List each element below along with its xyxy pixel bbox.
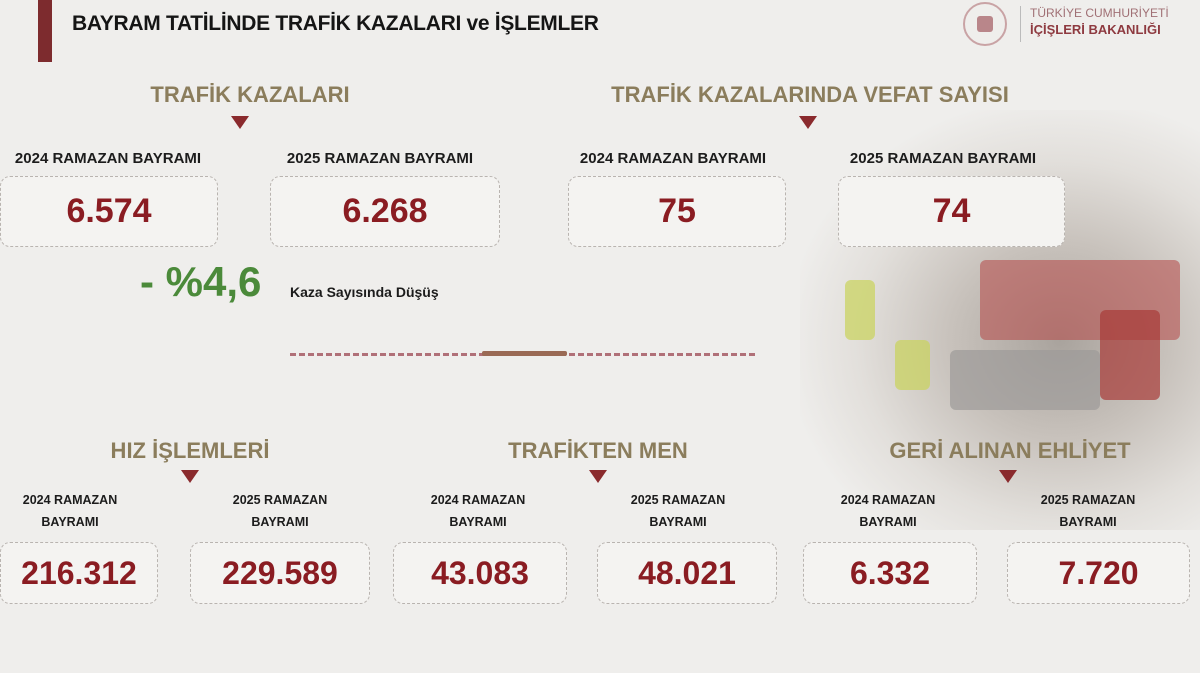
arrow-down-icon bbox=[231, 116, 249, 129]
accidents-label-2024: 2024 RAMAZAN BAYRAMI bbox=[14, 150, 202, 167]
title-accent-bar bbox=[38, 0, 52, 62]
licenses-label-2024: 2024 RAMAZAN BAYRAMI bbox=[840, 493, 936, 529]
org-name-line1: TÜRKİYE CUMHURİYETİ bbox=[1030, 6, 1169, 20]
licenses-label-2025: 2025 RAMAZAN BAYRAMI bbox=[1040, 493, 1136, 529]
page-title: BAYRAM TATİLİNDE TRAFİK KAZALARI ve İŞLE… bbox=[72, 12, 599, 35]
licenses-value-2025: 7.720 bbox=[1007, 542, 1190, 604]
banned-title: TRAFİKTEN MEN bbox=[508, 438, 688, 463]
accident-scene-photo bbox=[800, 110, 1200, 530]
speed-value-2025: 229.589 bbox=[190, 542, 370, 604]
speed-value-2024: 216.312 bbox=[0, 542, 158, 604]
deaths-value-2024: 75 bbox=[568, 176, 786, 247]
speed-title: HIZ İŞLEMLERİ bbox=[110, 438, 270, 463]
accidents-value-2025: 6.268 bbox=[270, 176, 500, 247]
arrow-down-icon bbox=[799, 116, 817, 129]
accidents-value-2024: 6.574 bbox=[0, 176, 218, 247]
accidents-title: TRAFİK KAZALARI bbox=[150, 82, 350, 107]
deaths-label-2025: 2025 RAMAZAN BAYRAMI bbox=[849, 150, 1037, 167]
deaths-title: TRAFİK KAZALARINDA VEFAT SAYISI bbox=[611, 82, 1009, 107]
banned-value-2025: 48.021 bbox=[597, 542, 777, 604]
accidents-label-2025: 2025 RAMAZAN BAYRAMI bbox=[286, 150, 474, 167]
speed-label-2024: 2024 RAMAZAN BAYRAMI bbox=[22, 493, 118, 529]
arrow-down-icon bbox=[181, 470, 199, 483]
licenses-title: GERİ ALINAN EHLİYET bbox=[889, 438, 1131, 463]
arrow-down-icon bbox=[999, 470, 1017, 483]
deaths-value-2025: 74 bbox=[838, 176, 1065, 247]
accidents-change: - %4,6 bbox=[140, 258, 262, 305]
logo-divider bbox=[1020, 6, 1021, 42]
banned-value-2024: 43.083 bbox=[393, 542, 567, 604]
licenses-value-2024: 6.332 bbox=[803, 542, 977, 604]
org-name-line2: İÇİŞLERİ BAKANLIĞI bbox=[1030, 22, 1161, 37]
ministry-logo-icon bbox=[963, 2, 1007, 46]
deaths-label-2024: 2024 RAMAZAN BAYRAMI bbox=[579, 150, 767, 167]
accidents-change-label: Kaza Sayısında Düşüş bbox=[290, 284, 439, 300]
arrow-down-icon bbox=[589, 470, 607, 483]
banned-label-2025: 2025 RAMAZAN BAYRAMI bbox=[630, 493, 726, 529]
speed-label-2025: 2025 RAMAZAN BAYRAMI bbox=[232, 493, 328, 529]
banned-label-2024: 2024 RAMAZAN BAYRAMI bbox=[430, 493, 526, 529]
section-divider-center bbox=[482, 351, 567, 356]
